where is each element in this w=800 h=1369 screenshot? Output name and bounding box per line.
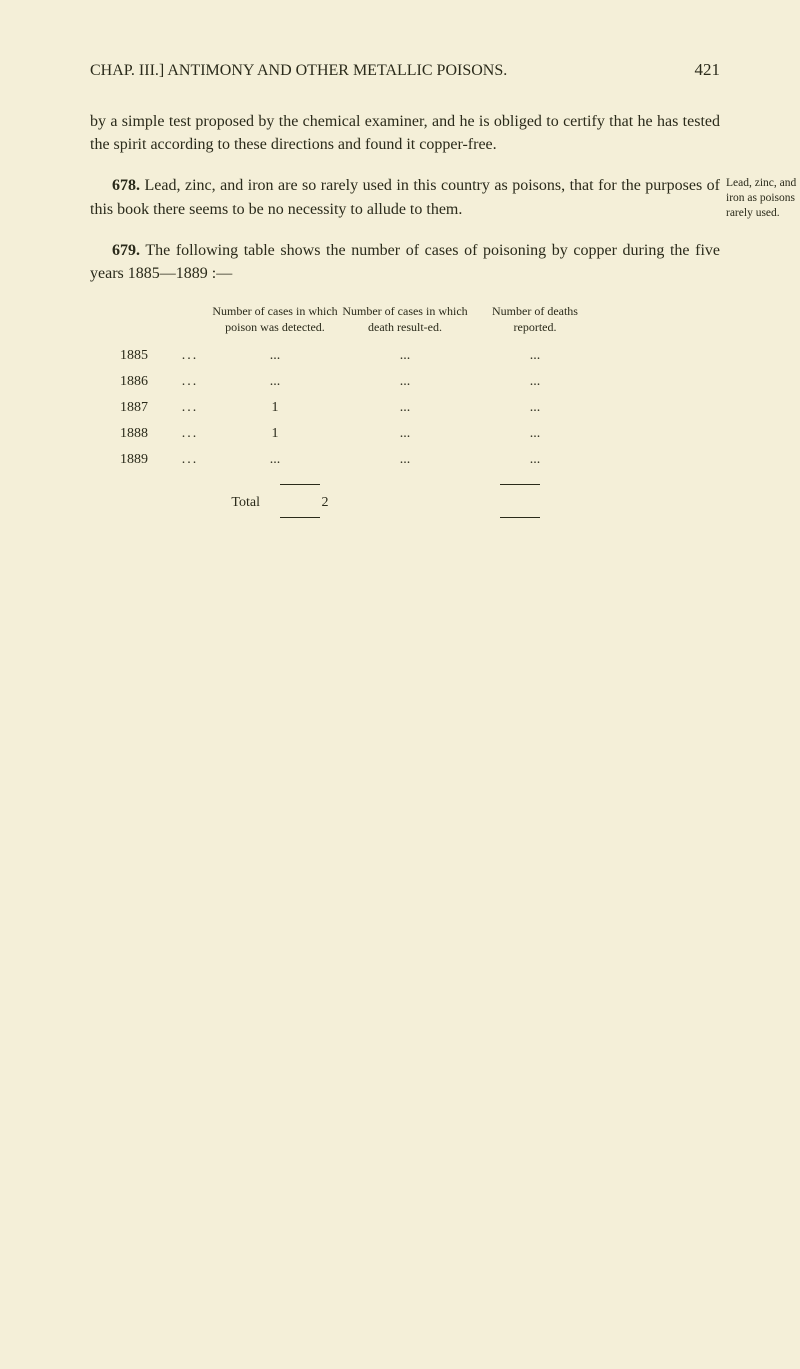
paragraph-continuation: by a simple test proposed by the chemica… xyxy=(90,110,720,156)
column-header: Number of cases in which poison was dete… xyxy=(210,303,340,335)
column-header: Number of deaths reported. xyxy=(470,303,600,335)
para-number: 678. xyxy=(112,177,140,194)
running-head: CHAP. III.] ANTIMONY AND OTHER METALLIC … xyxy=(90,62,507,80)
total-row: Total 2 xyxy=(120,495,720,511)
total-label: Total xyxy=(120,495,280,511)
page-number: 421 xyxy=(695,60,721,80)
table-row: 1887 ... 1 ... ... xyxy=(120,400,720,416)
data-cell: ... xyxy=(470,374,600,390)
data-cell: ... xyxy=(210,452,340,468)
data-cell: ... xyxy=(340,426,470,442)
data-cell: 1 xyxy=(210,400,340,416)
data-cell: ... xyxy=(340,452,470,468)
table-row: 1888 ... 1 ... ... xyxy=(120,426,720,442)
year-cell: 1889 xyxy=(120,452,170,468)
year-cell: 1886 xyxy=(120,374,170,390)
page-header: CHAP. III.] ANTIMONY AND OTHER METALLIC … xyxy=(90,60,720,80)
data-cell: ... xyxy=(340,348,470,364)
para-number: 679. xyxy=(112,242,140,259)
data-cell: ... xyxy=(470,426,600,442)
table-header-row: Number of cases in which poison was dete… xyxy=(120,303,720,335)
paragraph-678: 678. Lead, zinc, and iron are so rarely … xyxy=(90,174,720,220)
total-value: 2 xyxy=(280,495,370,511)
horizontal-rule xyxy=(500,517,540,518)
data-cell: ... xyxy=(470,452,600,468)
table-row: 1886 ... ... ... ... xyxy=(120,374,720,390)
year-cell: 1887 xyxy=(120,400,170,416)
data-cell: 1 xyxy=(210,426,340,442)
margin-note: Lead, zinc, and iron as poisons rarely u… xyxy=(726,176,800,221)
column-header: Number of cases in which death result-ed… xyxy=(340,303,470,335)
data-cell: ... xyxy=(210,348,340,364)
data-cell: ... xyxy=(470,400,600,416)
data-cell: ... xyxy=(340,400,470,416)
table-row: 1885 ... ... ... ... xyxy=(120,348,720,364)
horizontal-rule xyxy=(500,484,540,485)
paragraph-679: 679. The following table shows the numbe… xyxy=(90,239,720,285)
year-cell: 1885 xyxy=(120,348,170,364)
horizontal-rule xyxy=(280,484,320,485)
poisoning-table: Number of cases in which poison was dete… xyxy=(120,303,720,523)
year-cell: 1888 xyxy=(120,426,170,442)
table-row: 1889 ... ... ... ... xyxy=(120,452,720,468)
data-cell: ... xyxy=(470,348,600,364)
horizontal-rule xyxy=(280,517,320,518)
data-cell: ... xyxy=(340,374,470,390)
data-cell: ... xyxy=(210,374,340,390)
